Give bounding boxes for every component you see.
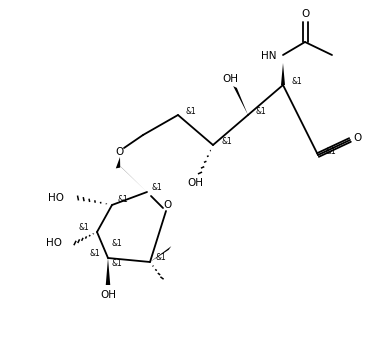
Text: HO: HO [48,193,64,203]
Text: OH: OH [222,74,238,84]
Text: O: O [301,9,309,19]
Polygon shape [106,258,110,285]
Polygon shape [118,164,147,192]
Text: O: O [354,133,362,143]
Text: OH: OH [100,290,116,300]
Text: HN: HN [261,51,276,61]
Polygon shape [233,86,248,115]
Text: &1: &1 [117,195,128,205]
Text: &1: &1 [186,106,197,116]
Polygon shape [150,246,171,262]
Text: &1: &1 [155,253,166,263]
Text: &1: &1 [221,136,232,146]
Text: OH: OH [187,178,203,188]
Text: &1: &1 [152,184,163,192]
Text: O: O [164,200,172,210]
Text: &1: &1 [89,249,100,258]
Text: &1: &1 [111,240,122,248]
Text: &1: &1 [256,106,267,116]
Text: &1: &1 [78,223,89,233]
Text: O: O [116,147,124,157]
Polygon shape [281,63,285,85]
Polygon shape [116,157,120,168]
Text: HO: HO [46,238,62,248]
Text: &1: &1 [326,147,337,155]
Text: &1: &1 [111,258,122,268]
Text: &1: &1 [291,76,302,86]
